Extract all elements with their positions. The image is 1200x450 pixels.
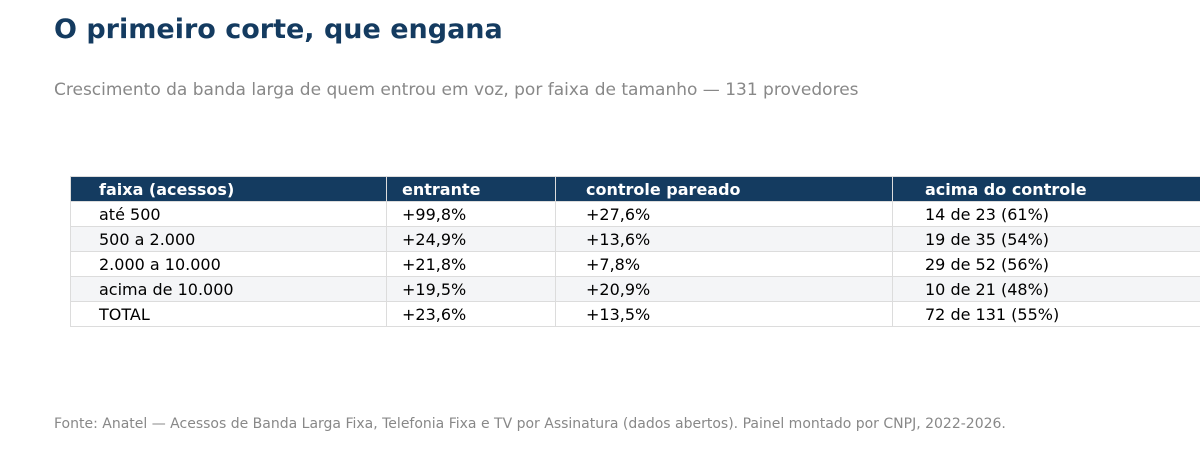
growth-table: faixa (acessos) entrante controle paread… [70, 176, 1200, 327]
cell-controle: +20,9% [555, 276, 893, 302]
cell-acima: 10 de 21 (48%) [892, 276, 1200, 302]
cell-controle: +13,5% [555, 301, 893, 327]
cell-acima: 29 de 52 (56%) [892, 251, 1200, 277]
source-note: Fonte: Anatel — Acessos de Banda Larga F… [54, 416, 1006, 432]
data-table: faixa (acessos) entrante controle paread… [70, 176, 1200, 327]
cell-faixa: 500 a 2.000 [70, 226, 387, 252]
cell-controle: +13,6% [555, 226, 893, 252]
cell-acima: 72 de 131 (55%) [892, 301, 1200, 327]
column-header-acima: acima do controle [892, 176, 1200, 202]
cell-entrante: +99,8% [386, 201, 556, 227]
table-header-row: faixa (acessos) entrante controle paread… [70, 176, 1200, 202]
table-row: 500 a 2.000 +24,9% +13,6% 19 de 35 (54%) [70, 226, 1200, 252]
cell-acima: 14 de 23 (61%) [892, 201, 1200, 227]
cell-faixa: acima de 10.000 [70, 276, 387, 302]
cell-entrante: +23,6% [386, 301, 556, 327]
column-header-faixa: faixa (acessos) [70, 176, 387, 202]
chart-title: O primeiro corte, que engana [54, 14, 503, 45]
chart-subtitle: Crescimento da banda larga de quem entro… [54, 80, 859, 100]
cell-entrante: +24,9% [386, 226, 556, 252]
column-header-controle: controle pareado [555, 176, 893, 202]
cell-entrante: +21,8% [386, 251, 556, 277]
table-body: até 500 +99,8% +27,6% 14 de 23 (61%) 500 a 2… [70, 201, 1200, 327]
cell-faixa: 2.000 a 10.000 [70, 251, 387, 277]
cell-faixa: TOTAL [70, 301, 387, 327]
table-row: acima de 10.000 +19,5% +20,9% 10 de 21 (48%… [70, 276, 1200, 302]
cell-acima: 19 de 35 (54%) [892, 226, 1200, 252]
cell-controle: +27,6% [555, 201, 893, 227]
cell-controle: +7,8% [555, 251, 893, 277]
cell-faixa: até 500 [70, 201, 387, 227]
cell-entrante: +19,5% [386, 276, 556, 302]
table-row: TOTAL +23,6% +13,5% 72 de 131 (55%) [70, 301, 1200, 327]
table-row: até 500 +99,8% +27,6% 14 de 23 (61%) [70, 201, 1200, 227]
table-row: 2.000 a 10.000 +21,8% +7,8% 29 de 52 (56%) [70, 251, 1200, 277]
column-header-entrante: entrante [386, 176, 556, 202]
